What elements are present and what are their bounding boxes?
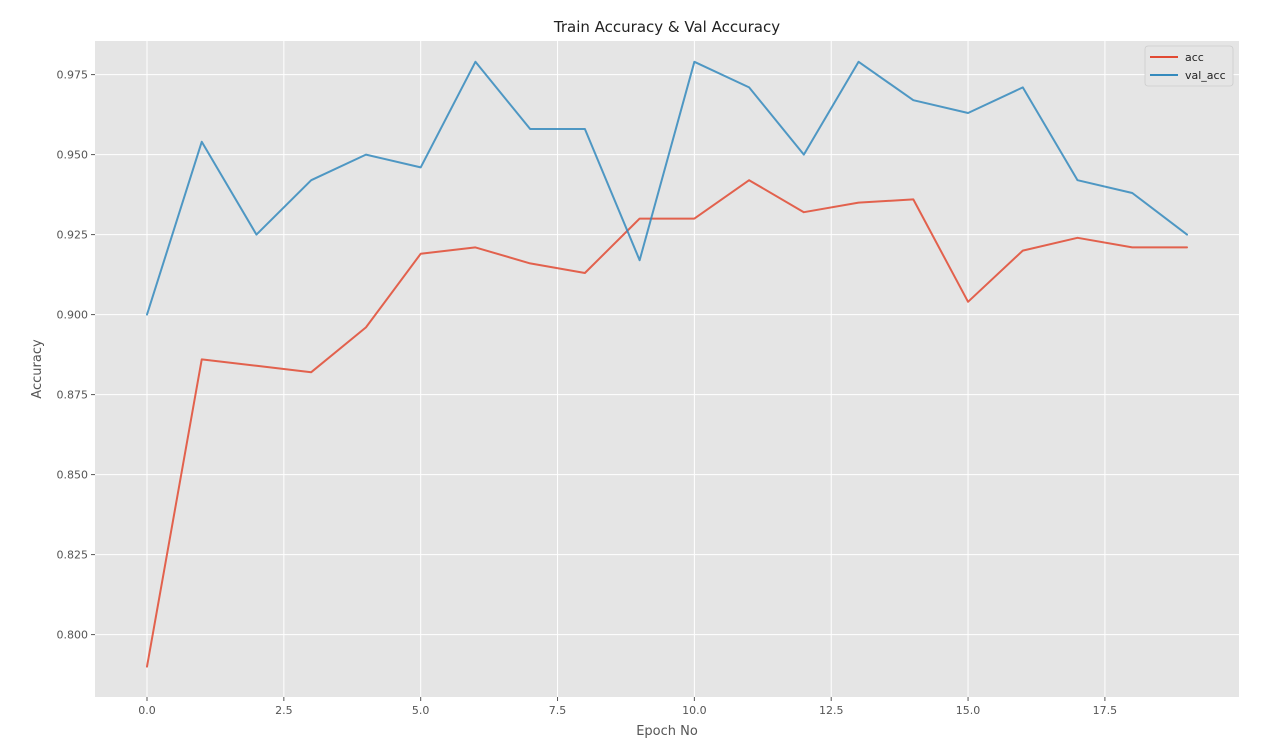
- legend-label-acc: acc: [1185, 51, 1204, 64]
- series: [146, 60, 1188, 668]
- x-tick-label: 15.0: [956, 704, 981, 717]
- x-tick-label: 10.0: [682, 704, 707, 717]
- x-tick-label: 12.5: [819, 704, 844, 717]
- series-line-val-acc: [146, 60, 1188, 316]
- chart-title: Train Accuracy & Val Accuracy: [553, 18, 780, 36]
- series-line-acc: [146, 179, 1188, 668]
- x-tick-label: 17.5: [1093, 704, 1118, 717]
- x-axis-label: Epoch No: [636, 724, 698, 739]
- y-tick-label: 0.975: [57, 69, 89, 82]
- y-tick-label: 0.825: [57, 549, 89, 562]
- x-ticks: 0.0 2.5 5.0 7.5 10.0 12.5 15.0 17.5: [138, 697, 1117, 717]
- plot-background: [95, 41, 1239, 697]
- y-tick-label: 0.800: [57, 629, 89, 642]
- legend: acc val_acc: [1144, 45, 1234, 87]
- y-tick-label: 0.850: [57, 469, 89, 482]
- legend-label-val-acc: val_acc: [1185, 69, 1226, 82]
- x-tick-label: 7.5: [549, 704, 567, 717]
- x-tick-label: 2.5: [275, 704, 293, 717]
- grid: [95, 41, 1239, 697]
- x-tick-label: 0.0: [138, 704, 156, 717]
- y-tick-label: 0.875: [57, 389, 89, 402]
- y-tick-label: 0.900: [57, 309, 89, 322]
- y-tick-label: 0.925: [57, 229, 89, 242]
- x-tick-label: 5.0: [412, 704, 430, 717]
- y-ticks: 0.800 0.825 0.850 0.875 0.900 0.925 0.950 0.975: [57, 69, 95, 642]
- y-axis-label: Accuracy: [30, 339, 45, 399]
- y-tick-label: 0.950: [57, 149, 89, 162]
